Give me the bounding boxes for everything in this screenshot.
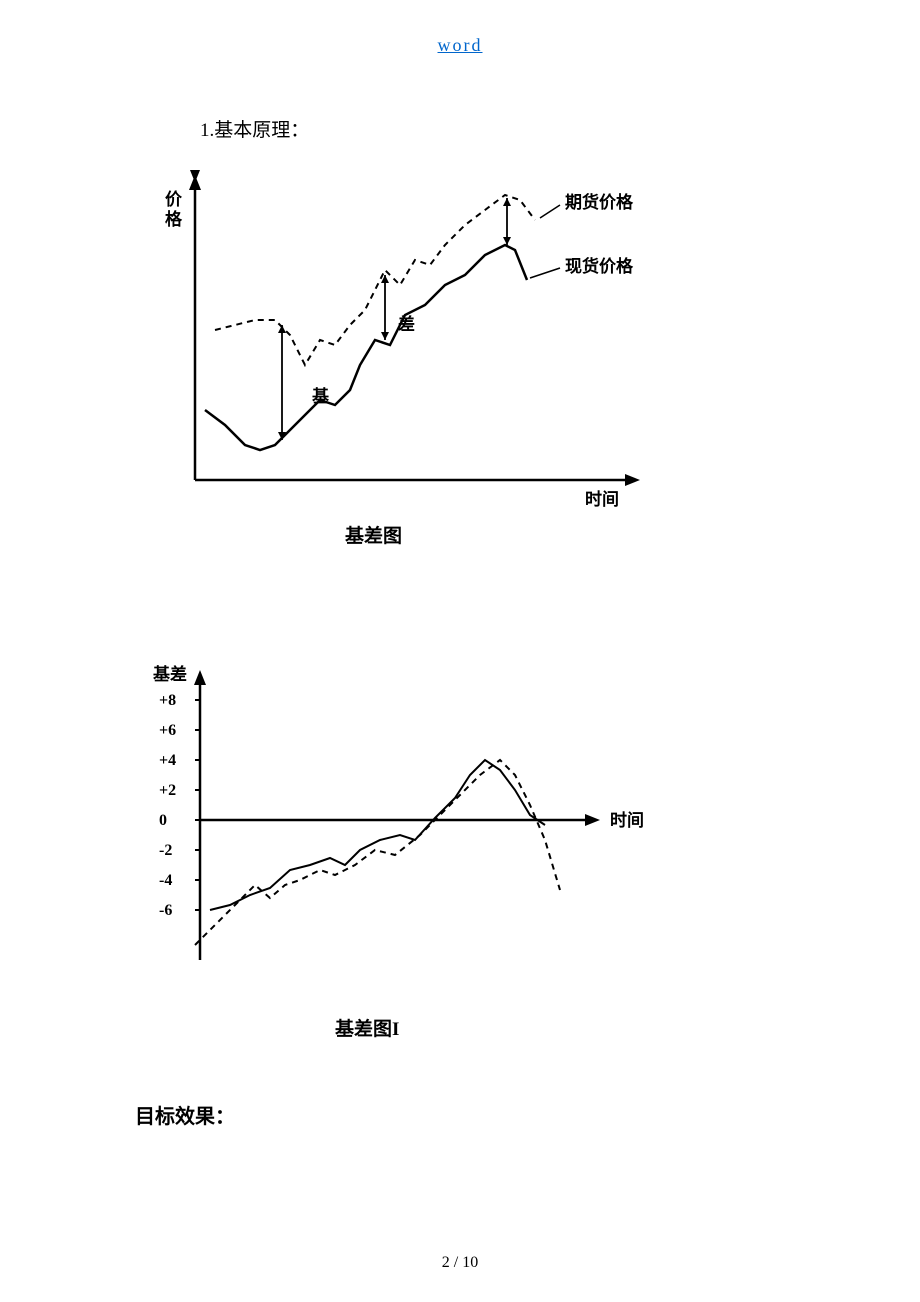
- header-link[interactable]: word: [438, 35, 483, 56]
- y-axis-label-2: 格: [165, 209, 183, 229]
- page-current: 2: [442, 1254, 450, 1271]
- basis-solid-line: [210, 760, 545, 910]
- page-sep: /: [450, 1254, 462, 1271]
- page-number: 2 / 10: [442, 1254, 478, 1272]
- svg-text:0: 0: [159, 812, 167, 829]
- svg-text:+2: +2: [159, 782, 176, 799]
- y-axis-label: 基差: [152, 664, 187, 684]
- futures-label: 期货价格: [565, 192, 634, 212]
- chart1-title: 基差图: [344, 524, 402, 547]
- svg-text:-6: -6: [159, 902, 172, 919]
- y-axis-label-1: 价: [165, 190, 183, 209]
- y-tick-labels: +8 +6 +4 +2 0 -2 -4 -6: [159, 692, 200, 919]
- svg-text:+8: +8: [159, 692, 176, 709]
- spot-price-line: [205, 245, 527, 450]
- svg-text:+6: +6: [159, 722, 176, 739]
- x-axis-label: 时间: [610, 810, 644, 830]
- chart2-title: 基差图I: [334, 1017, 399, 1040]
- page-total: 10: [462, 1254, 478, 1271]
- svg-text:-2: -2: [159, 842, 172, 859]
- svg-text:+4: +4: [159, 752, 176, 769]
- basis-dashed-line: [195, 760, 560, 945]
- x-axis-label: 时间: [585, 489, 619, 509]
- section-title: 1.基本原理：: [200, 115, 309, 142]
- annotation-ji: 基: [311, 386, 330, 406]
- chart1-basis-diagram: 价 格 时间 基 差 期货价格 现货价格 基差图: [145, 170, 675, 570]
- target-effect-label: 目标效果：: [135, 1100, 235, 1129]
- annotation-cha: 差: [398, 314, 415, 334]
- svg-text:-4: -4: [159, 872, 172, 889]
- chart2-basis-diagram-i: 基差 时间 +8 +6 +4 +2 0 -2 -4 -6 基差图I: [145, 640, 715, 1060]
- spot-label: 现货价格: [565, 256, 634, 276]
